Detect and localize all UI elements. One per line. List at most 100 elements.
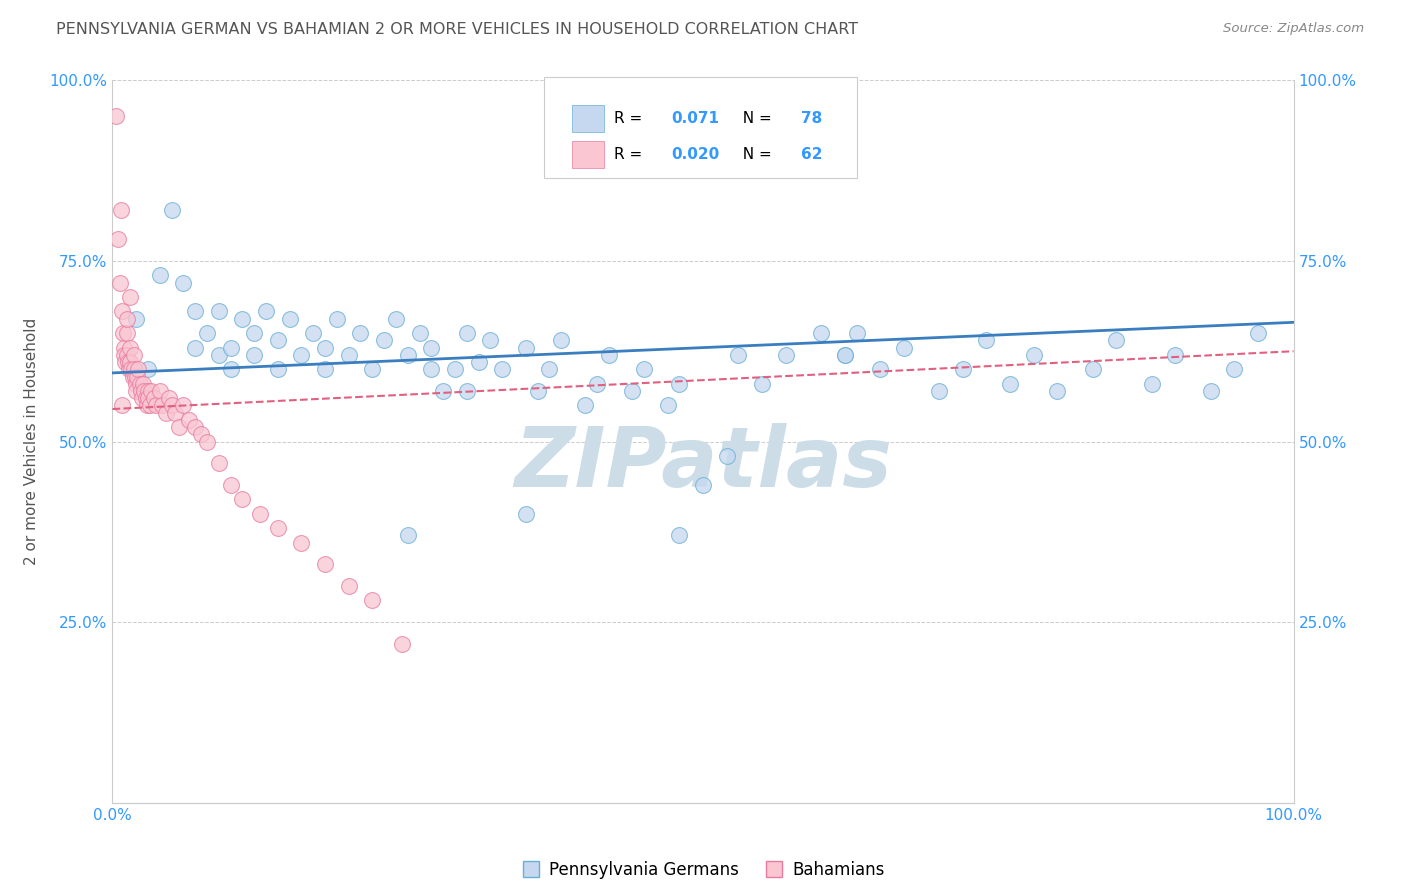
Text: ZIPatlas: ZIPatlas (515, 423, 891, 504)
Point (111, 304, 134, 318)
Point (408, 326, 430, 340)
Point (1164, 348, 1187, 362)
FancyBboxPatch shape (572, 141, 603, 169)
Point (112, 326, 135, 340)
Point (444, 362, 467, 376)
Point (120, 290, 142, 304)
Point (302, 326, 325, 340)
Point (716, 449, 738, 463)
Text: R =: R = (614, 112, 648, 126)
Point (976, 334, 998, 348)
Point (668, 376, 690, 391)
Point (134, 384, 156, 398)
Point (110, 203, 132, 218)
Point (208, 304, 231, 318)
Point (278, 311, 301, 326)
Point (128, 376, 150, 391)
Point (515, 341, 537, 355)
Point (834, 348, 856, 362)
Point (893, 341, 915, 355)
Point (165, 406, 187, 420)
Point (135, 398, 157, 412)
Point (231, 492, 253, 507)
Point (127, 362, 149, 376)
Point (467, 355, 489, 369)
Point (114, 355, 136, 369)
Point (550, 334, 572, 348)
Text: R =: R = (614, 147, 648, 162)
Point (326, 311, 349, 326)
Point (105, 110, 128, 124)
Point (727, 348, 749, 362)
Point (112, 341, 135, 355)
Point (1081, 362, 1104, 376)
Point (751, 376, 773, 391)
Point (361, 362, 384, 376)
FancyBboxPatch shape (544, 77, 856, 178)
Point (120, 355, 142, 369)
Point (1199, 384, 1222, 398)
Point (155, 406, 177, 420)
Point (136, 391, 159, 405)
Point (149, 384, 172, 398)
Point (290, 348, 312, 362)
Point (834, 348, 856, 362)
Point (396, 528, 419, 542)
Point (869, 362, 891, 376)
Point (337, 579, 360, 593)
Point (243, 326, 266, 340)
Point (195, 434, 218, 449)
Point (208, 348, 231, 362)
Point (107, 232, 129, 246)
Point (172, 276, 194, 290)
Text: PENNSYLVANIA GERMAN VS BAHAMIAN 2 OR MORE VEHICLES IN HOUSEHOLD CORRELATION CHAR: PENNSYLVANIA GERMAN VS BAHAMIAN 2 OR MOR… (56, 22, 859, 37)
Point (124, 369, 146, 384)
Point (125, 384, 148, 398)
Point (668, 528, 690, 542)
Point (775, 348, 797, 362)
Point (160, 203, 183, 218)
Point (479, 334, 502, 348)
Point (167, 420, 190, 434)
Point (998, 376, 1021, 391)
Point (115, 326, 138, 340)
Point (361, 593, 384, 607)
Point (118, 362, 141, 376)
Point (373, 334, 395, 348)
Point (231, 311, 253, 326)
Point (314, 558, 336, 572)
Point (145, 398, 167, 412)
Point (267, 334, 290, 348)
Point (337, 348, 360, 362)
Point (141, 384, 163, 398)
Point (160, 398, 183, 412)
Point (184, 304, 207, 318)
Point (219, 341, 242, 355)
Point (456, 326, 478, 340)
Point (952, 362, 974, 376)
Point (172, 398, 194, 412)
Point (456, 384, 478, 398)
Point (111, 398, 134, 412)
Point (432, 384, 454, 398)
Point (195, 326, 218, 340)
FancyBboxPatch shape (572, 105, 603, 132)
Point (139, 398, 162, 412)
Point (598, 348, 620, 362)
Legend: Pennsylvania Germans, Bahamians: Pennsylvania Germans, Bahamians (515, 855, 891, 886)
Point (142, 391, 165, 405)
Point (179, 413, 201, 427)
Point (385, 311, 408, 326)
Point (526, 384, 548, 398)
Text: N =: N = (733, 112, 776, 126)
Text: 0.071: 0.071 (671, 112, 718, 126)
Text: 78: 78 (801, 112, 823, 126)
Point (491, 362, 513, 376)
Point (136, 362, 159, 376)
Point (219, 478, 242, 492)
Point (290, 535, 312, 549)
Text: 62: 62 (801, 147, 823, 162)
Point (1140, 376, 1163, 391)
Text: Source: ZipAtlas.com: Source: ZipAtlas.com (1223, 22, 1364, 36)
Point (692, 478, 714, 492)
